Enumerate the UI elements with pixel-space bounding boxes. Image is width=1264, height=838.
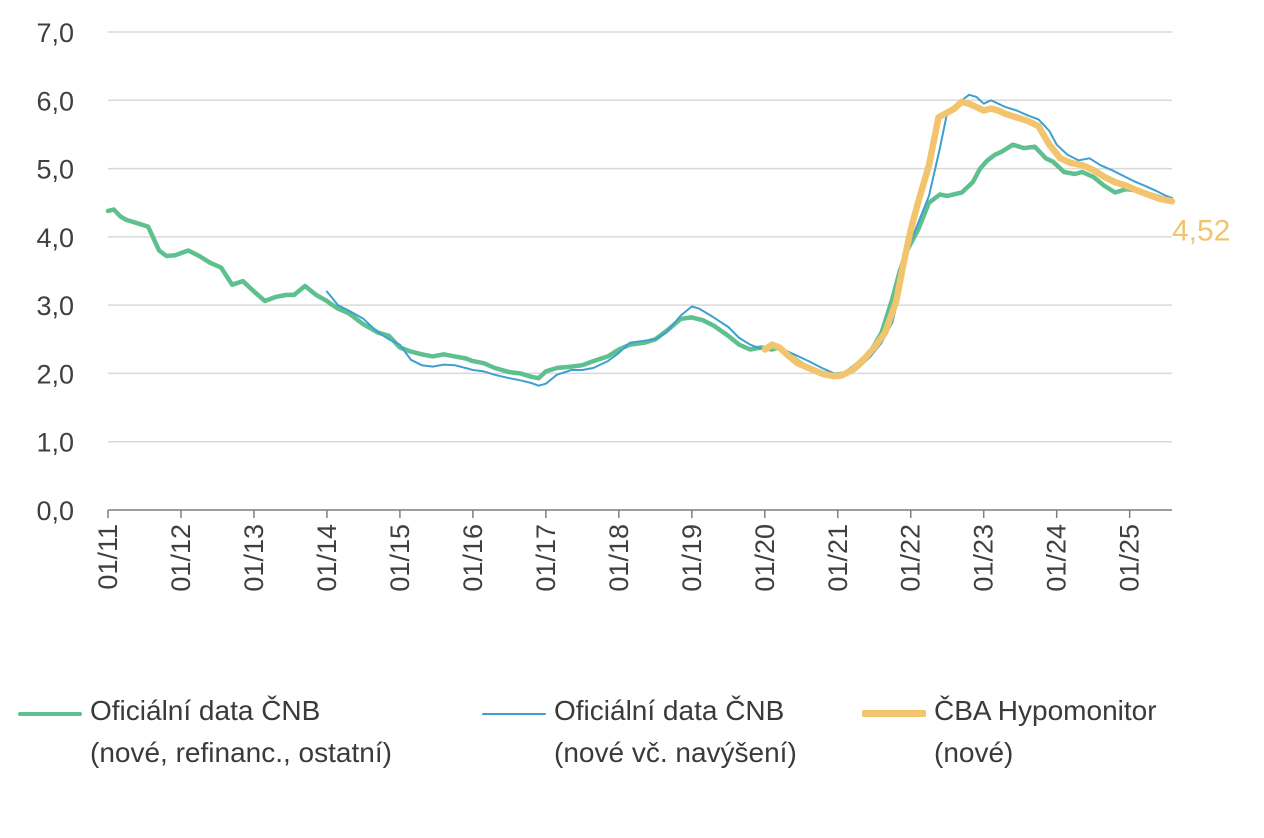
x-tick-label: 01/22: [896, 524, 926, 592]
chart: 0,0 1,0 2,0 3,0 4,0 5,0 6,0 7,0 01/11 01/12 01/13…: [36, 18, 1230, 592]
legend-item-cnb-new-incl-increase: Oficiální data ČNB (nové vč. navýšení): [482, 690, 797, 774]
x-tick-label: 01/23: [969, 524, 999, 592]
x-tick-label: 01/13: [239, 524, 269, 592]
y-tick-label: 7,0: [36, 18, 74, 48]
x-tick-label: 01/11: [93, 524, 123, 590]
legend-item-cnb-new-refinanc: Oficiální data ČNB (nové, refinanc., ost…: [18, 690, 392, 774]
x-tick-label: 01/16: [458, 524, 488, 592]
legend-swatch-green: [18, 712, 82, 716]
x-tick-label: 01/24: [1042, 524, 1072, 592]
legend-label-line2: (nové, refinanc., ostatní): [90, 737, 392, 768]
gridlines: [108, 31, 1172, 443]
legend-label-line2: (nové): [934, 737, 1014, 768]
end-value-label: 4,52: [1172, 214, 1230, 247]
y-tick-label: 6,0: [36, 86, 74, 116]
legend-label-line1: Oficiální data ČNB: [554, 695, 785, 726]
x-tick-label: 01/25: [1115, 524, 1145, 592]
y-tick-label: 3,0: [36, 291, 74, 321]
legend-label: Oficiální data ČNB (nové vč. navýšení): [554, 690, 797, 774]
legend-swatch-orange: [862, 710, 926, 717]
series-line-cnb-new-refinanc: [105, 142, 1175, 381]
y-tick-label: 2,0: [36, 359, 74, 389]
x-axis: [107, 509, 1172, 518]
legend-label-line1: ČBA Hypomonitor: [934, 695, 1157, 726]
x-tick-label: 01/17: [531, 524, 561, 592]
y-tick-label: 0,0: [36, 496, 74, 526]
legend-label: ČBA Hypomonitor (nové): [934, 690, 1157, 774]
legend-label-line1: Oficiální data ČNB: [90, 695, 321, 726]
y-tick-label: 1,0: [36, 428, 74, 458]
y-axis: 0,0 1,0 2,0 3,0 4,0 5,0 6,0 7,0: [36, 18, 74, 526]
legend-item-cba-hypomonitor: ČBA Hypomonitor (nové): [862, 690, 1157, 774]
y-tick-label: 4,0: [36, 223, 74, 253]
x-tick-label: 01/21: [823, 524, 853, 592]
x-tick-label: 01/20: [750, 524, 780, 592]
x-tick-label: 01/14: [312, 524, 342, 592]
x-tick-label: 01/18: [604, 524, 634, 592]
x-tick-label: 01/15: [385, 524, 415, 592]
legend: Oficiální data ČNB (nové, refinanc., ost…: [0, 690, 1264, 800]
legend-swatch-blue: [482, 713, 546, 715]
plot-area: [105, 93, 1176, 387]
x-tick-labels: 01/11 01/12 01/13 01/14 01/15 01/16 01/17 01/18…: [93, 524, 1145, 592]
series-line-cba-hypomonitor: [761, 98, 1176, 380]
x-tick-label: 01/12: [166, 524, 196, 592]
y-tick-label: 5,0: [36, 155, 74, 185]
legend-label-line2: (nové vč. navýšení): [554, 737, 797, 768]
legend-label: Oficiální data ČNB (nové, refinanc., ost…: [90, 690, 392, 774]
x-tick-label: 01/19: [677, 524, 707, 592]
